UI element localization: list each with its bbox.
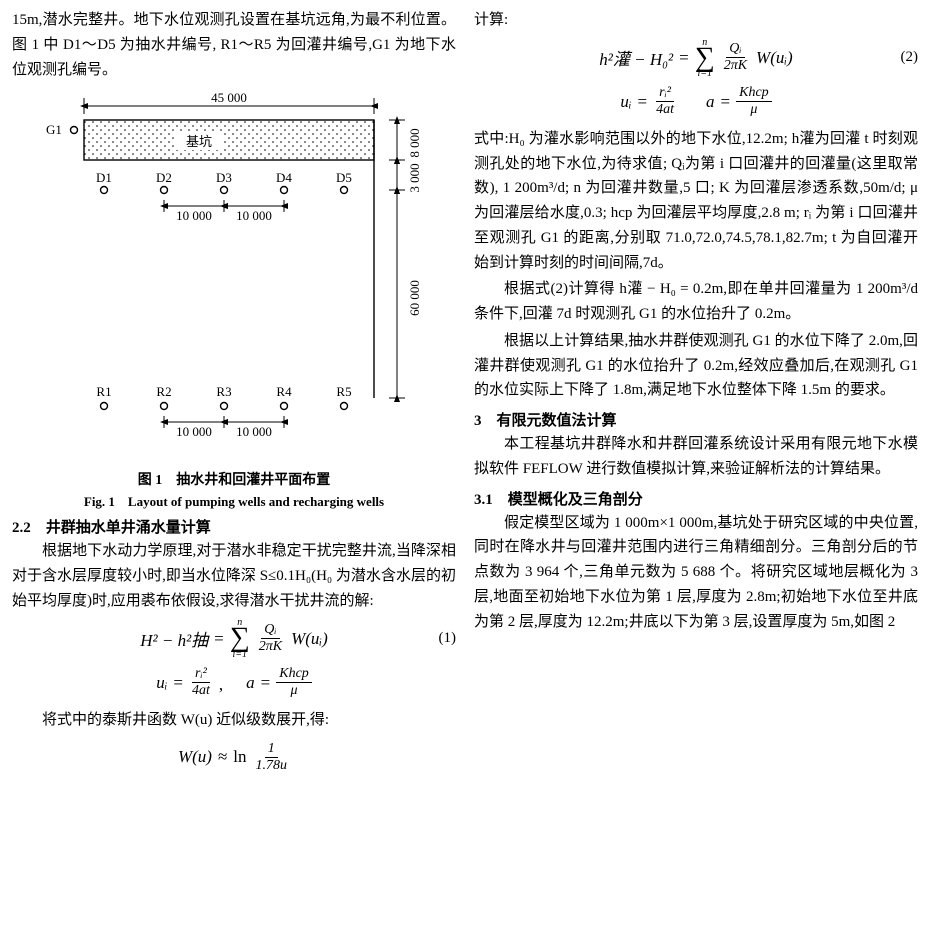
result-para-1: 根据式(2)计算得 h灌 − H₀ = 0.2m,即在单井回灌量为 1 200m… <box>474 277 918 327</box>
svg-text:10 000: 10 000 <box>176 424 212 439</box>
svg-text:基坑: 基坑 <box>186 134 212 149</box>
svg-text:R3: R3 <box>216 384 231 399</box>
equation-1b: uᵢ = rᵢ²4at , a = Khcpμ <box>12 664 456 702</box>
equation-1: H² − h²抽 = ∑ni=1 Qᵢ2πK W(uᵢ) (1) <box>12 620 456 658</box>
svg-text:3 000: 3 000 <box>407 164 422 193</box>
left-column: 15m,潜水完整井。地下水位观测孔设置在基坑远角,为最不利位置。图 1 中 D1… <box>12 8 456 782</box>
r-wells: R1 R2 R3 R4 R5 <box>96 384 351 410</box>
section-3-paragraph: 本工程基坑井群降水和井群回灌系统设计采用有限元地下水模拟软件 FEFLOW 进行… <box>474 432 918 482</box>
figure-1-caption-cn: 图 1 抽水井和回灌井平面布置 <box>12 469 456 489</box>
svg-text:D1: D1 <box>96 170 112 185</box>
svg-text:D3: D3 <box>216 170 232 185</box>
eq1-lhs: H² − h²抽 <box>140 626 208 651</box>
definitions-para: 式中:H₀ 为灌水影响范围以外的地下水位,12.2m; h灌为回灌 t 时刻观测… <box>474 127 918 276</box>
section-2-2-heading: 2.2 井群抽水单井涌水量计算 <box>12 516 456 537</box>
svg-text:D5: D5 <box>336 170 352 185</box>
section-2-2-paragraph: 根据地下水动力学原理,对于潜水非稳定干扰完整井流,当降深相对于含水层厚度较小时,… <box>12 539 456 613</box>
svg-text:R4: R4 <box>276 384 292 399</box>
svg-text:R1: R1 <box>96 384 111 399</box>
taylor-expansion-para: 将式中的泰斯井函数 W(u) 近似级数展开,得: <box>12 708 456 733</box>
figure-1-svg: 45 000 G1 基坑 8 000 <box>19 88 449 463</box>
equation-2b: uᵢ = rᵢ²4at a = Khcpμ <box>474 83 918 121</box>
calc-label: 计算: <box>474 8 918 33</box>
d-wells: D1 D2 D3 D4 D5 <box>96 170 352 194</box>
svg-text:D4: D4 <box>276 170 292 185</box>
svg-text:60 000: 60 000 <box>407 280 422 316</box>
page-two-column: 15m,潜水完整井。地下水位观测孔设置在基坑远角,为最不利位置。图 1 中 D1… <box>12 8 918 782</box>
section-3-1-paragraph: 假定模型区域为 1 000m×1 000m,基坑处于研究区域的中央位置,同时在降… <box>474 511 918 635</box>
section-3-heading: 3 有限元数值法计算 <box>474 409 918 430</box>
section-3-1-heading: 3.1 模型概化及三角剖分 <box>474 488 918 509</box>
svg-text:R2: R2 <box>156 384 171 399</box>
eq1-number: (1) <box>439 630 457 647</box>
svg-text:10 000: 10 000 <box>236 208 272 223</box>
equation-2: h²灌 − H₀² = ∑ni=1 Qᵢ2πK W(uᵢ) (2) <box>474 39 918 77</box>
svg-text:45 000: 45 000 <box>211 90 247 105</box>
intro-paragraph: 15m,潜水完整井。地下水位观测孔设置在基坑远角,为最不利位置。图 1 中 D1… <box>12 8 456 82</box>
svg-text:10 000: 10 000 <box>176 208 212 223</box>
figure-1: 45 000 G1 基坑 8 000 <box>12 88 456 510</box>
svg-text:8 000: 8 000 <box>407 129 422 158</box>
svg-text:R5: R5 <box>336 384 351 399</box>
eq2-number: (2) <box>901 49 919 66</box>
svg-text:10 000: 10 000 <box>236 424 272 439</box>
result-para-2: 根据以上计算结果,抽水井群使观测孔 G1 的水位下降了 2.0m,回灌井群使观测… <box>474 329 918 403</box>
eq2-lhs: h²灌 − H₀² <box>599 45 673 70</box>
figure-1-caption-en: Fig. 1 Layout of pumping wells and recha… <box>12 491 456 510</box>
svg-text:G1: G1 <box>46 122 62 137</box>
equation-Wu: W(u) ≈ ln 11.78u <box>12 738 456 776</box>
right-column: 计算: h²灌 − H₀² = ∑ni=1 Qᵢ2πK W(uᵢ) (2) uᵢ… <box>474 8 918 782</box>
svg-text:D2: D2 <box>156 170 172 185</box>
